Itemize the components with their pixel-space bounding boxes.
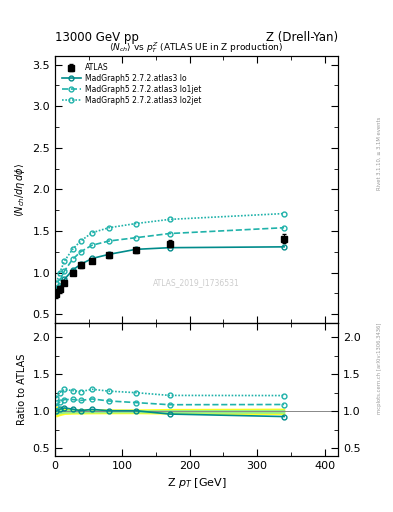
Text: Z (Drell-Yan): Z (Drell-Yan) xyxy=(266,31,338,45)
Text: ATLAS_2019_I1736531: ATLAS_2019_I1736531 xyxy=(153,278,240,287)
Text: Rivet 3.1.10, ≥ 3.1M events: Rivet 3.1.10, ≥ 3.1M events xyxy=(377,117,382,190)
Y-axis label: Ratio to ATLAS: Ratio to ATLAS xyxy=(17,353,27,425)
Legend: ATLAS, MadGraph5 2.7.2.atlas3 lo, MadGraph5 2.7.2.atlas3 lo1jet, MadGraph5 2.7.2: ATLAS, MadGraph5 2.7.2.atlas3 lo, MadGra… xyxy=(59,60,204,108)
Text: 13000 GeV pp: 13000 GeV pp xyxy=(55,31,139,45)
Text: mcplots.cern.ch [arXiv:1306.3436]: mcplots.cern.ch [arXiv:1306.3436] xyxy=(377,323,382,414)
Title: $\langle N_{ch}\rangle$ vs $p_T^Z$ (ATLAS UE in Z production): $\langle N_{ch}\rangle$ vs $p_T^Z$ (ATLA… xyxy=(109,40,284,55)
Y-axis label: $\langle N_{ch}/d\eta\,d\phi\rangle$: $\langle N_{ch}/d\eta\,d\phi\rangle$ xyxy=(13,162,27,217)
X-axis label: Z $p_T$ [GeV]: Z $p_T$ [GeV] xyxy=(167,476,226,490)
